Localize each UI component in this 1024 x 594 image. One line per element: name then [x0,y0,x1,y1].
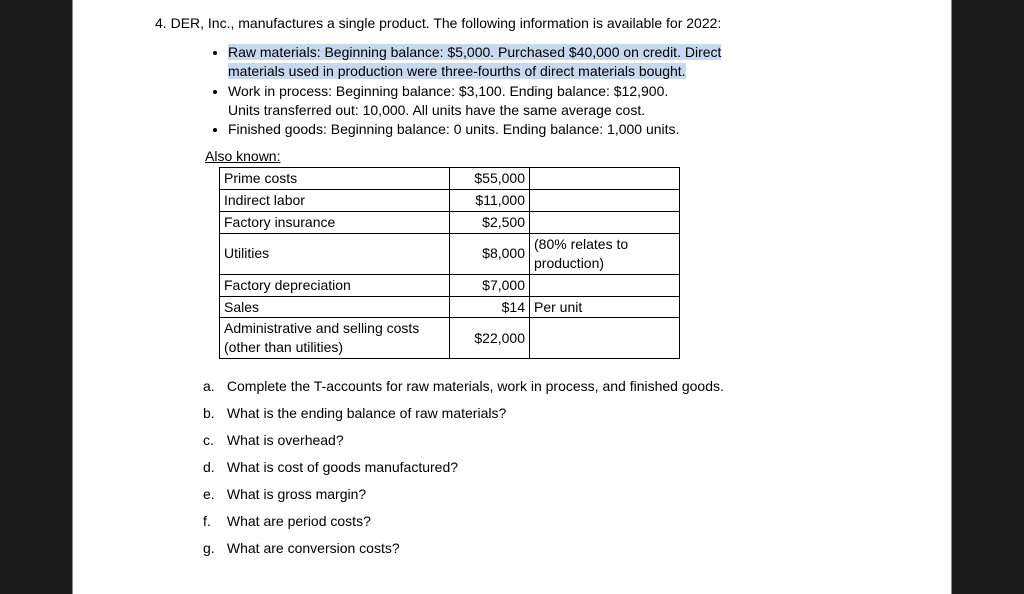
sq-text: What are period costs? [227,513,371,529]
sub-question-list: a. Complete the T-accounts for raw mater… [203,377,901,557]
cell-amount: $7,000 [450,274,530,296]
table-row: Factory depreciation $7,000 [220,274,680,296]
sq-text: What is gross margin? [227,486,366,502]
sq-text: What is the ending balance of raw materi… [227,405,506,421]
cell-note [530,168,680,190]
bullet-list: Raw materials: Beginning balance: $5,000… [228,43,901,139]
cell-label: Indirect labor [220,190,450,212]
question-text: DER, Inc., manufactures a single product… [171,15,722,31]
cell-label: Utilities [220,233,450,274]
cell-label: Administrative and selling costs (other … [220,318,450,359]
question-heading: 4. DER, Inc., manufactures a single prod… [155,14,901,33]
sq-letter: g. [203,539,223,558]
table-row: Indirect labor $11,000 [220,190,680,212]
question-number: 4. [155,15,167,31]
table-row: Utilities $8,000 (80% relates to product… [220,233,680,274]
sub-question: f. What are period costs? [203,512,901,531]
cell-note: (80% relates to production) [530,233,680,274]
sub-question: a. Complete the T-accounts for raw mater… [203,377,901,396]
cell-note [530,190,680,212]
sub-question: g. What are conversion costs? [203,539,901,558]
sq-letter: a. [203,377,223,396]
sub-question: c. What is overhead? [203,431,901,450]
table-row: Prime costs $55,000 [220,168,680,190]
cell-label: Sales [220,296,450,318]
sq-letter: f. [203,512,223,531]
cell-amount: $8,000 [450,233,530,274]
sq-text: What is cost of goods manufactured? [227,459,458,475]
sub-question: e. What is gross margin? [203,485,901,504]
highlighted-text: Raw materials: Beginning balance: $5,000… [228,44,721,60]
bullet-item: Finished goods: Beginning balance: 0 uni… [228,120,901,139]
document-page: 4. DER, Inc., manufactures a single prod… [72,0,952,594]
sub-question: b. What is the ending balance of raw mat… [203,404,901,423]
cell-amount: $22,000 [450,318,530,359]
cell-amount: $14 [450,296,530,318]
also-known-section: Also known: Prime costs $55,000 Indirect… [205,147,901,359]
table-row: Administrative and selling costs (other … [220,318,680,359]
cell-label: Factory insurance [220,212,450,234]
sq-letter: b. [203,404,223,423]
sq-letter: e. [203,485,223,504]
highlighted-text: materials used in production were three-… [228,63,686,79]
cell-amount: $2,500 [450,212,530,234]
sub-question: d. What is cost of goods manufactured? [203,458,901,477]
bullet-text: Work in process: Beginning balance: $3,1… [228,83,668,99]
bullet-text: Units transferred out: 10,000. All units… [228,102,645,118]
also-known-label: Also known: [205,148,280,164]
bullet-text: Finished goods: Beginning balance: 0 uni… [228,121,679,137]
cell-label: Factory depreciation [220,274,450,296]
cell-amount: $55,000 [450,168,530,190]
table-row: Factory insurance $2,500 [220,212,680,234]
bullet-item: Raw materials: Beginning balance: $5,000… [228,43,901,81]
cell-note [530,274,680,296]
cell-note: Per unit [530,296,680,318]
sq-letter: d. [203,458,223,477]
table-row: Sales $14 Per unit [220,296,680,318]
cell-amount: $11,000 [450,190,530,212]
known-table: Prime costs $55,000 Indirect labor $11,0… [219,167,680,359]
sq-text: What are conversion costs? [227,540,400,556]
sq-text: Complete the T-accounts for raw material… [227,378,724,394]
cell-label: Prime costs [220,168,450,190]
cell-note [530,212,680,234]
cell-note [530,318,680,359]
sq-letter: c. [203,431,223,450]
sq-text: What is overhead? [227,432,344,448]
bullet-item: Work in process: Beginning balance: $3,1… [228,82,901,120]
